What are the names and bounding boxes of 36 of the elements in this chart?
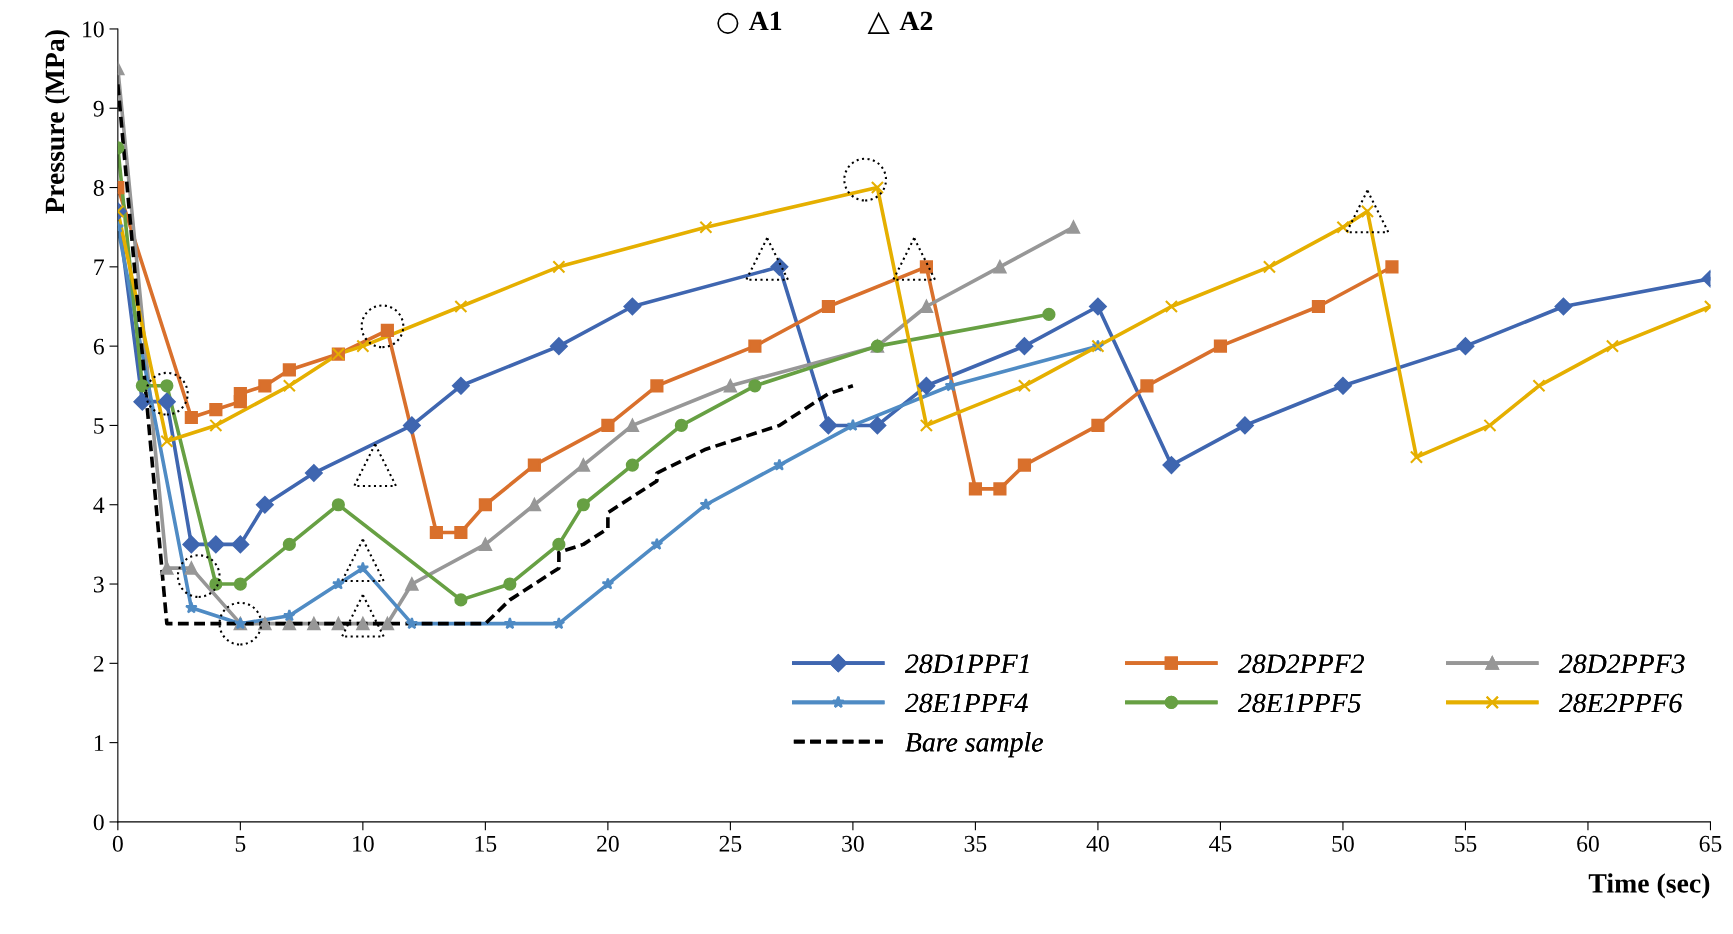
y-tick-label: 10 xyxy=(83,21,104,38)
y-axis-title: Pressure (MPa) xyxy=(44,30,70,214)
legend-label: 28D2PPF3 xyxy=(1558,654,1685,674)
x-tick-label: 30 xyxy=(842,835,864,852)
annotation: A2 xyxy=(899,11,933,31)
x-tick-label: 5 xyxy=(235,836,246,852)
x-tick-label: 25 xyxy=(719,835,742,852)
legend-label: 28E1PPF4 xyxy=(904,693,1028,713)
y-tick-label: 3 xyxy=(93,576,104,593)
x-tick-label: 45 xyxy=(1209,835,1232,852)
y-tick-label: 9 xyxy=(93,100,104,117)
x-tick-label: 0 xyxy=(112,835,123,852)
y-tick-label: 5 xyxy=(94,418,104,434)
x-axis-title: Time (sec) xyxy=(1588,873,1710,899)
y-tick-label: 2 xyxy=(93,655,104,672)
x-tick-label: 50 xyxy=(1332,835,1354,852)
y-tick-label: 1 xyxy=(94,735,104,751)
y-tick-label: 0 xyxy=(93,814,104,831)
x-tick-label: 20 xyxy=(597,835,619,852)
x-tick-label: 35 xyxy=(964,835,987,852)
y-tick-label: 8 xyxy=(93,180,104,196)
y-tick-label: 6 xyxy=(93,338,104,355)
x-tick-label: 40 xyxy=(1086,835,1109,852)
legend-label: 28D2PPF2 xyxy=(1238,654,1364,674)
legend-label: 28E2PPF6 xyxy=(1558,693,1683,713)
x-tick-label: 15 xyxy=(475,835,497,852)
legend-label: 28D1PPF1 xyxy=(904,654,1029,674)
y-tick-label: 4 xyxy=(93,497,105,513)
legend-label: Bare sample xyxy=(905,732,1043,758)
x-tick-label: 65 xyxy=(1699,835,1722,852)
y-tick-label: 7 xyxy=(94,259,104,276)
legend-label: 28E1PPF5 xyxy=(1238,693,1361,713)
x-tick-label: 60 xyxy=(1577,835,1599,852)
x-tick-label: 55 xyxy=(1455,836,1477,852)
annotation: A1 xyxy=(748,11,782,31)
x-tick-label: 10 xyxy=(353,835,374,852)
